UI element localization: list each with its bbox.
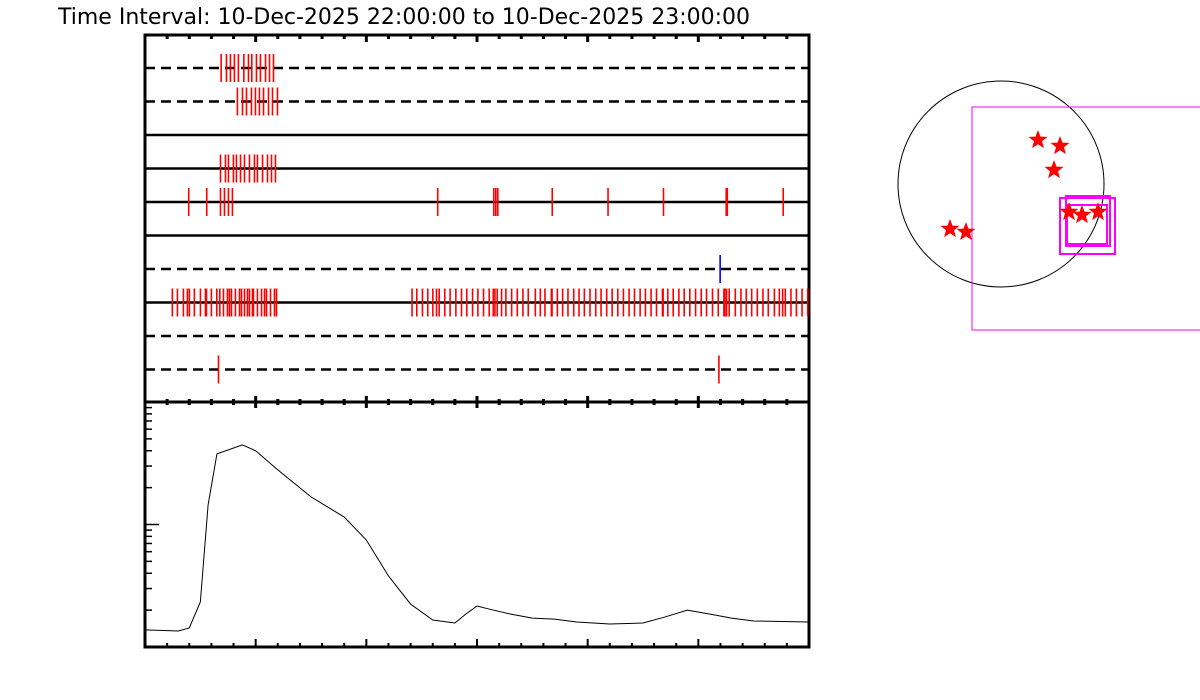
star-icon	[1028, 130, 1048, 149]
solar-limb	[897, 80, 1105, 288]
fov-box	[971, 106, 1200, 331]
goes-flux-panel	[143, 396, 811, 649]
event-raster-panel	[143, 33, 811, 402]
goes-frame	[143, 400, 811, 649]
plot-title: Time Interval: 10-Dec-2025 22:00:00 to 1…	[57, 5, 750, 30]
goes-flux-line	[144, 444, 810, 632]
raster-frame	[143, 33, 811, 402]
region-box	[1066, 204, 1108, 245]
star-icon	[1044, 160, 1064, 179]
star-icon	[1072, 205, 1092, 224]
star-icon	[956, 222, 976, 241]
star-icon	[940, 219, 960, 238]
region-box	[1059, 197, 1116, 255]
solar-disk-map	[897, 80, 1200, 331]
star-icon	[1088, 202, 1108, 221]
star-icon	[1050, 136, 1070, 155]
star-icon	[1059, 202, 1079, 221]
